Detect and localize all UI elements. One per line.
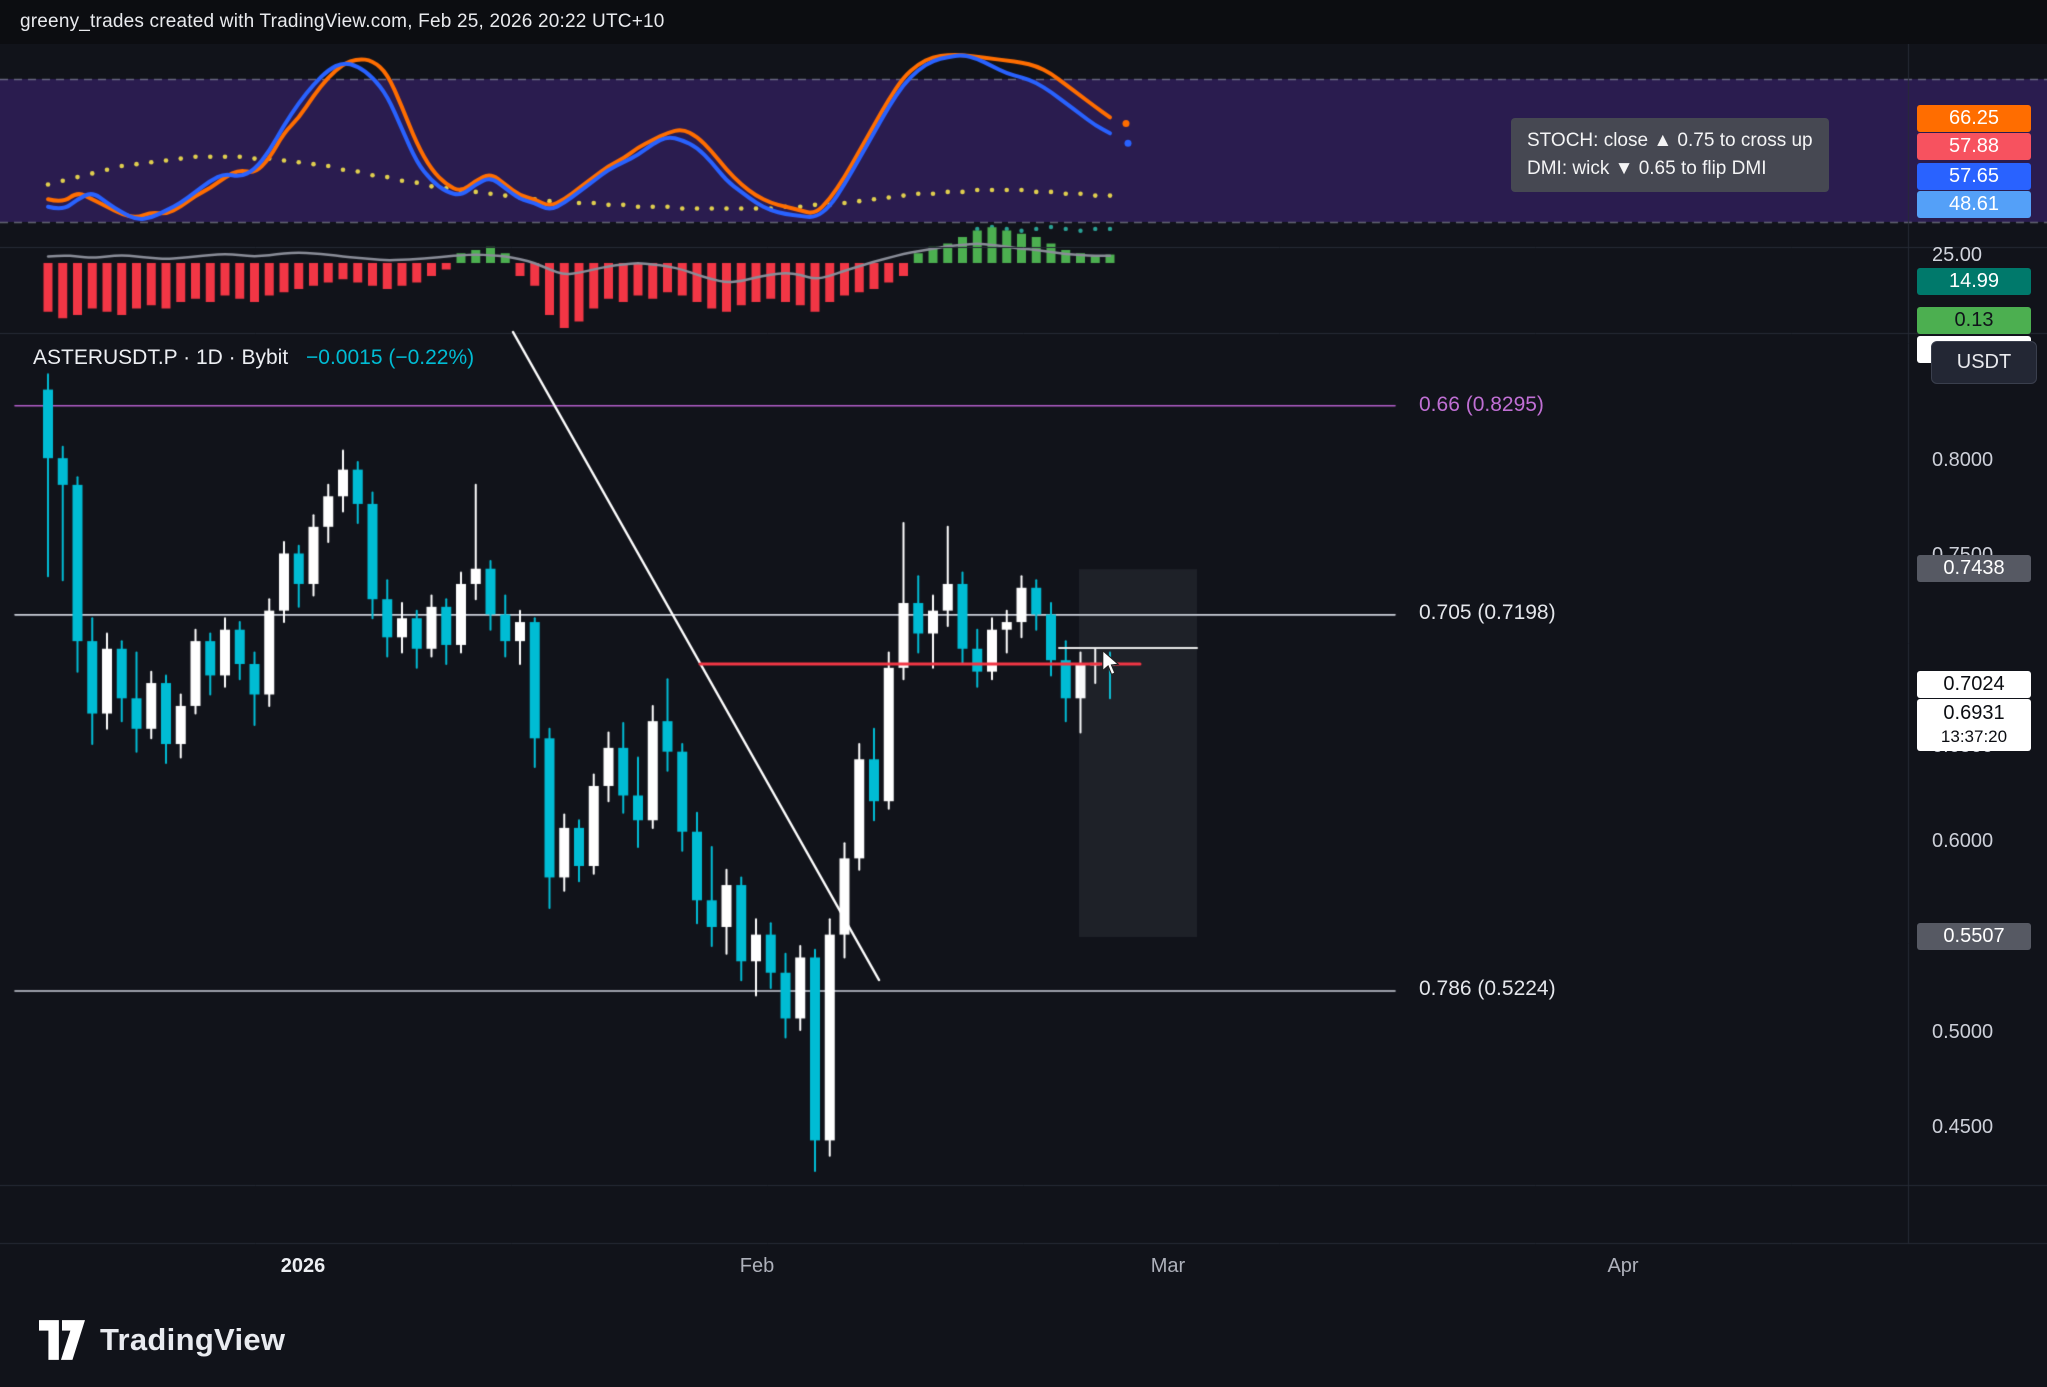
symbol-title[interactable]: ASTERUSDT.P · 1D · Bybit <box>33 346 289 369</box>
symbol-info: ASTERUSDT.P · 1D · Bybit −0.0015 (−0.22%… <box>33 346 474 370</box>
time-axis-label: Mar <box>1150 1255 1186 1277</box>
mouse-cursor-icon <box>1102 650 1120 676</box>
price-scale[interactable]: 0.80000.75000.65000.60000.50000.450066.2… <box>1908 44 2047 1296</box>
indicator-value-badge: 14.99 <box>1917 268 2031 295</box>
price-scale-label: 0.8000 <box>1932 449 1994 471</box>
fib-level-0705-label: 0.705 (0.7198) <box>1419 601 1556 624</box>
price-scale-label: 0.4500 <box>1932 1116 1994 1138</box>
title-bar: greeny_trades created with TradingView.c… <box>0 0 2047 44</box>
indicator-value-badge: 57.65 <box>1917 163 2031 190</box>
price-badge: 0.7438 <box>1917 555 2031 582</box>
alert-tooltip: STOCH: close ▲ 0.75 to cross up DMI: wic… <box>1511 118 1829 192</box>
bar-countdown: 13:37:20 <box>1940 727 2008 746</box>
fib-level-066-label: 0.66 (0.8295) <box>1419 393 1544 416</box>
tooltip-line-stoch: STOCH: close ▲ 0.75 to cross up <box>1527 130 1813 151</box>
indicator-value-badge: 48.61 <box>1917 191 2031 218</box>
tooltip-line-dmi: DMI: wick ▼ 0.65 to flip DMI <box>1527 158 1767 179</box>
fib-level-0786-label: 0.786 (0.5224) <box>1419 977 1556 1000</box>
price-badge: 0.6931 13:37:20 <box>1917 699 2031 751</box>
price-scale-label: 0.6000 <box>1932 830 1994 852</box>
indicator-value-badge: 57.88 <box>1917 133 2031 160</box>
price-badge: 0.7024 <box>1917 671 2031 698</box>
symbol-change: −0.0015 (−0.22%) <box>306 346 475 369</box>
tradingview-logo[interactable]: TradingView <box>39 1320 285 1360</box>
indicator-value-badge: 66.25 <box>1917 105 2031 132</box>
last-price-value: 0.6931 <box>1943 702 2005 724</box>
tradingview-logo-icon <box>39 1320 85 1360</box>
price-badge: 0.5507 <box>1917 923 2031 950</box>
indicator-value-badge: 0.13 <box>1917 307 2031 334</box>
time-axis-label: 2026 <box>280 1255 326 1277</box>
currency-toggle-button[interactable]: USDT <box>1931 341 2037 384</box>
chart-attribution: greeny_trades created with TradingView.c… <box>20 11 665 32</box>
time-axis[interactable]: 2026 Feb Mar Apr <box>0 1243 2047 1296</box>
price-scale-label: 0.5000 <box>1932 1021 1994 1043</box>
indicator-value-badge: 25.00 <box>1932 244 1983 266</box>
time-axis-label: Feb <box>739 1255 775 1277</box>
tradingview-logo-text: TradingView <box>100 1322 286 1357</box>
time-axis-label: Apr <box>1607 1255 1639 1277</box>
